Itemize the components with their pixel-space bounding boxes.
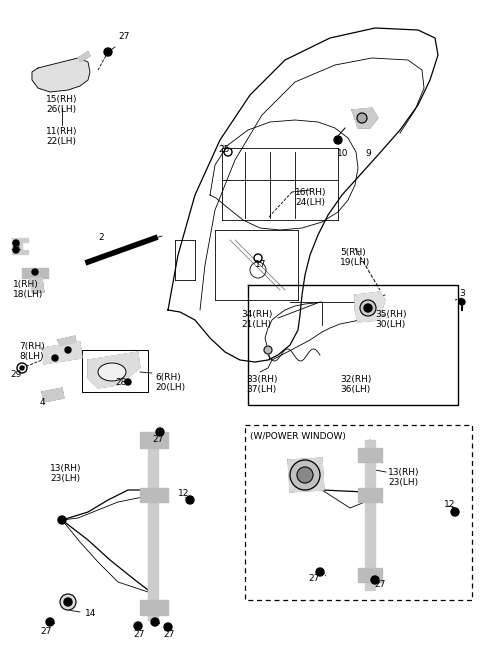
Circle shape	[46, 618, 54, 626]
Circle shape	[32, 269, 38, 275]
Circle shape	[20, 366, 24, 370]
Circle shape	[316, 568, 324, 576]
Text: 14: 14	[85, 609, 96, 618]
Text: 9: 9	[365, 149, 371, 158]
Polygon shape	[58, 336, 76, 346]
Text: 25: 25	[218, 145, 229, 154]
Circle shape	[125, 379, 131, 385]
Text: 13(RH)
23(LH): 13(RH) 23(LH)	[50, 464, 82, 483]
Polygon shape	[12, 238, 28, 254]
Text: 27: 27	[308, 574, 319, 583]
Circle shape	[360, 300, 376, 316]
Polygon shape	[358, 448, 382, 462]
Polygon shape	[42, 342, 82, 364]
Circle shape	[357, 113, 367, 123]
Circle shape	[52, 355, 58, 361]
Circle shape	[290, 460, 320, 490]
Circle shape	[13, 240, 19, 246]
Circle shape	[364, 304, 372, 312]
Text: 32(RH)
36(LH): 32(RH) 36(LH)	[340, 375, 372, 394]
Circle shape	[58, 516, 66, 524]
Text: 15(RH)
26(LH): 15(RH) 26(LH)	[46, 95, 78, 114]
Polygon shape	[30, 278, 44, 292]
Text: 7(RH)
8(LH): 7(RH) 8(LH)	[19, 342, 45, 361]
Text: 12: 12	[178, 489, 190, 498]
Text: 17: 17	[255, 260, 266, 269]
Polygon shape	[148, 432, 158, 620]
Text: 27: 27	[133, 630, 144, 639]
Circle shape	[64, 598, 72, 606]
Circle shape	[151, 618, 159, 626]
Text: 27: 27	[40, 627, 51, 636]
Circle shape	[451, 508, 459, 516]
Circle shape	[186, 496, 194, 504]
Text: 1(RH)
18(LH): 1(RH) 18(LH)	[13, 280, 43, 299]
Text: 10: 10	[337, 149, 348, 158]
Polygon shape	[358, 568, 382, 582]
Circle shape	[264, 346, 272, 354]
Circle shape	[134, 622, 142, 630]
Text: 16(RH)
24(LH): 16(RH) 24(LH)	[295, 188, 326, 207]
Circle shape	[297, 467, 313, 483]
Polygon shape	[358, 488, 382, 502]
Polygon shape	[140, 600, 168, 615]
Circle shape	[13, 247, 19, 253]
Text: 2: 2	[98, 233, 104, 242]
Text: 12: 12	[444, 500, 456, 509]
Text: 28: 28	[115, 378, 126, 387]
Polygon shape	[42, 388, 64, 402]
Text: 3: 3	[459, 289, 465, 298]
Polygon shape	[288, 458, 324, 492]
Polygon shape	[32, 58, 90, 92]
Polygon shape	[352, 108, 378, 128]
Text: 27: 27	[118, 32, 130, 41]
Text: 27: 27	[152, 435, 163, 444]
Text: 35(RH)
30(LH): 35(RH) 30(LH)	[375, 310, 407, 329]
Ellipse shape	[98, 363, 126, 381]
Circle shape	[164, 623, 172, 631]
Text: 27: 27	[163, 630, 174, 639]
Circle shape	[156, 428, 164, 436]
Circle shape	[334, 136, 342, 144]
Text: 33(RH)
37(LH): 33(RH) 37(LH)	[246, 375, 278, 394]
Text: (W/POWER WINDOW): (W/POWER WINDOW)	[250, 432, 346, 441]
Circle shape	[104, 48, 112, 56]
Text: 11(RH)
22(LH): 11(RH) 22(LH)	[46, 127, 78, 146]
Circle shape	[459, 299, 465, 305]
Polygon shape	[22, 268, 48, 278]
Polygon shape	[78, 52, 90, 62]
Text: 4: 4	[40, 398, 46, 407]
Text: 6(RH)
20(LH): 6(RH) 20(LH)	[155, 373, 185, 392]
Circle shape	[60, 594, 76, 610]
Text: 34(RH)
21(LH): 34(RH) 21(LH)	[241, 310, 273, 329]
Polygon shape	[365, 440, 375, 590]
Circle shape	[65, 347, 71, 353]
Polygon shape	[140, 432, 168, 448]
Text: 29: 29	[10, 370, 22, 379]
Polygon shape	[355, 292, 385, 322]
Text: 31: 31	[10, 243, 22, 252]
Circle shape	[371, 576, 379, 584]
Text: 5(RH)
19(LH): 5(RH) 19(LH)	[340, 248, 370, 268]
Text: 27: 27	[374, 580, 385, 589]
Polygon shape	[88, 352, 140, 388]
Text: 13(RH)
23(LH): 13(RH) 23(LH)	[388, 468, 420, 487]
Polygon shape	[140, 488, 168, 502]
